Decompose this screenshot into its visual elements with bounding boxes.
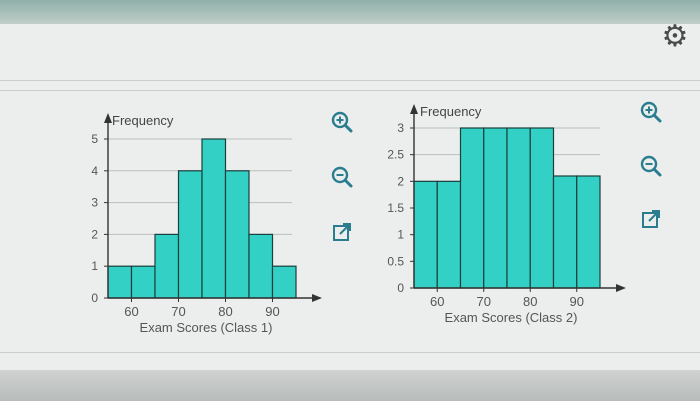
y-tick-label: 2 [397,174,404,188]
x-tick-label: 80 [218,304,232,319]
y-axis-arrow [410,104,418,114]
histogram-bar [107,265,133,299]
x-axis-arrow [312,294,322,302]
x-axis-label: Exam Scores (Class 2) [445,310,578,325]
y-axis-arrow [104,113,112,123]
histogram-bar [529,127,555,289]
histogram-bar [154,233,180,299]
y-tick-label: 4 [91,164,98,178]
x-axis-label: Exam Scores (Class 1) [140,320,273,335]
y-tick-label: 3 [91,196,98,210]
open-external-icon[interactable] [328,218,356,246]
x-tick-label: 90 [570,294,584,309]
y-axis-label: Frequency [112,113,174,128]
x-tick-label: 80 [523,294,537,309]
histogram-bar [576,175,601,289]
x-tick-label: 60 [430,294,444,309]
zoom-out-icon[interactable] [637,152,665,180]
bottom-band [0,370,700,401]
y-tick-label: 2.5 [387,148,404,162]
zoom-out-icon[interactable] [328,163,356,191]
x-tick-label: 70 [477,294,491,309]
histogram-bar [436,180,462,289]
histogram-bar [552,175,578,289]
divider [0,80,700,81]
histogram-bar [177,170,203,299]
y-tick-label: 1 [91,259,98,273]
gear-icon[interactable]: ⚙ [661,20,689,53]
zoom-in-icon[interactable] [637,98,665,126]
zoom-in-icon[interactable] [328,108,356,136]
y-tick-label: 3 [397,121,404,135]
histogram-bar [224,170,250,299]
divider [0,352,700,353]
histogram-bar [459,127,485,289]
top-band [0,0,700,28]
open-external-icon[interactable] [637,205,665,233]
histogram-bar [248,233,274,299]
x-tick-label: 90 [265,304,279,319]
y-tick-label: 1.5 [387,201,404,215]
x-tick-label: 60 [124,304,138,319]
histogram-bar [201,138,227,299]
x-axis-arrow [616,284,626,292]
y-axis-label: Frequency [420,104,482,119]
y-tick-label: 0 [91,291,98,305]
histogram-bar [271,265,297,299]
histogram-bar [413,180,438,289]
x-tick-label: 70 [171,304,185,319]
y-tick-label: 1 [397,228,404,242]
histogram-bar [506,127,531,289]
divider [0,90,700,91]
y-tick-label: 2 [91,227,98,241]
y-tick-label: 0.5 [387,254,404,268]
histogram-bar [130,265,156,299]
y-tick-label: 0 [397,281,404,295]
histogram-bar [483,127,508,289]
y-tick-label: 5 [91,132,98,146]
